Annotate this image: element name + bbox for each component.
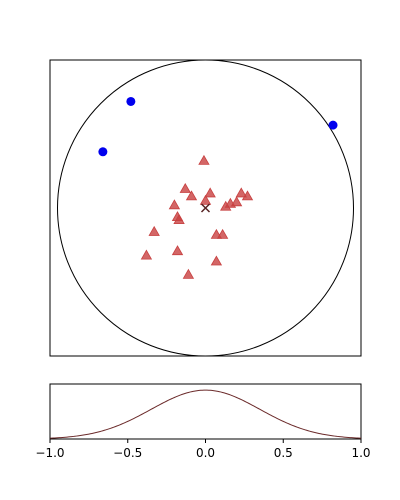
triangle-point-1-13 — [148, 225, 160, 236]
circle-point-0-0 — [126, 96, 136, 106]
density-axes-frame — [49, 383, 362, 440]
density-curve — [49, 389, 362, 439]
scatter-points — [98, 96, 338, 279]
x-tick-label: 0.0 — [196, 446, 215, 460]
triangle-point-1-10 — [235, 187, 247, 198]
triangle-point-1-7 — [173, 214, 185, 224]
triangle-point-1-1 — [179, 182, 191, 193]
triangle-point-1-15 — [171, 245, 184, 256]
triangle-point-1-12 — [220, 200, 232, 211]
triangle-point-1-9 — [230, 196, 243, 207]
density-panel: −1.0 −0.5 0.0 0.5 1.0 — [35, 383, 371, 460]
unit-circle — [57, 59, 354, 357]
x-tick-label: −1.0 — [35, 446, 64, 460]
triangle-point-1-17 — [216, 228, 229, 239]
scatter-panel — [49, 59, 362, 357]
triangle-point-1-19 — [182, 268, 195, 279]
triangle-point-1-11 — [241, 190, 254, 201]
triangle-point-1-5 — [168, 199, 181, 210]
x-axis-ticks: −1.0 −0.5 0.0 0.5 1.0 — [35, 439, 371, 460]
triangle-point-1-4 — [199, 194, 212, 205]
x-tick-label: 1.0 — [351, 446, 370, 460]
x-tick-label: −0.5 — [113, 446, 142, 460]
triangle-point-1-14 — [140, 249, 153, 260]
x-point-2-0 — [200, 203, 211, 213]
x-tick-label: 0.5 — [274, 446, 293, 460]
triangle-point-1-0 — [198, 154, 210, 165]
circle-point-0-1 — [98, 147, 108, 157]
triangle-point-1-2 — [185, 190, 198, 201]
triangle-point-1-18 — [210, 255, 223, 266]
triangle-point-1-3 — [204, 187, 216, 198]
circle-point-0-2 — [328, 120, 338, 130]
